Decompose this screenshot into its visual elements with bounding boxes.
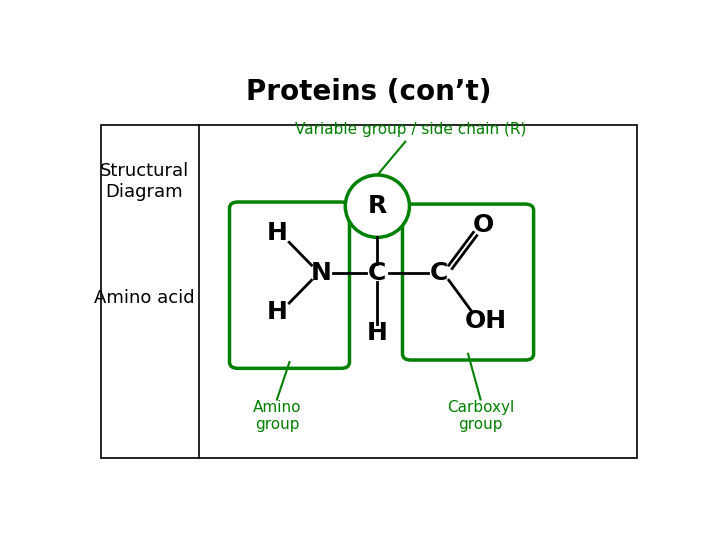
- Text: Amino
group: Amino group: [253, 400, 301, 433]
- Text: H: H: [367, 321, 388, 345]
- FancyBboxPatch shape: [402, 204, 534, 360]
- Text: C: C: [430, 261, 448, 285]
- Text: O: O: [473, 213, 494, 237]
- Text: Carboxyl
group: Carboxyl group: [447, 400, 514, 433]
- FancyBboxPatch shape: [101, 125, 637, 458]
- Text: N: N: [311, 261, 332, 285]
- Ellipse shape: [346, 175, 410, 238]
- Text: Structural
Diagram: Structural Diagram: [100, 162, 189, 201]
- Text: OH: OH: [465, 308, 508, 333]
- Text: R: R: [368, 194, 387, 218]
- Text: H: H: [266, 221, 287, 245]
- Text: Amino acid: Amino acid: [94, 289, 194, 307]
- Text: Variable group / side chain (R): Variable group / side chain (R): [295, 122, 526, 137]
- FancyBboxPatch shape: [230, 202, 349, 368]
- Text: H: H: [266, 300, 287, 324]
- Text: Proteins (con’t): Proteins (con’t): [246, 78, 492, 106]
- Text: C: C: [368, 261, 387, 285]
